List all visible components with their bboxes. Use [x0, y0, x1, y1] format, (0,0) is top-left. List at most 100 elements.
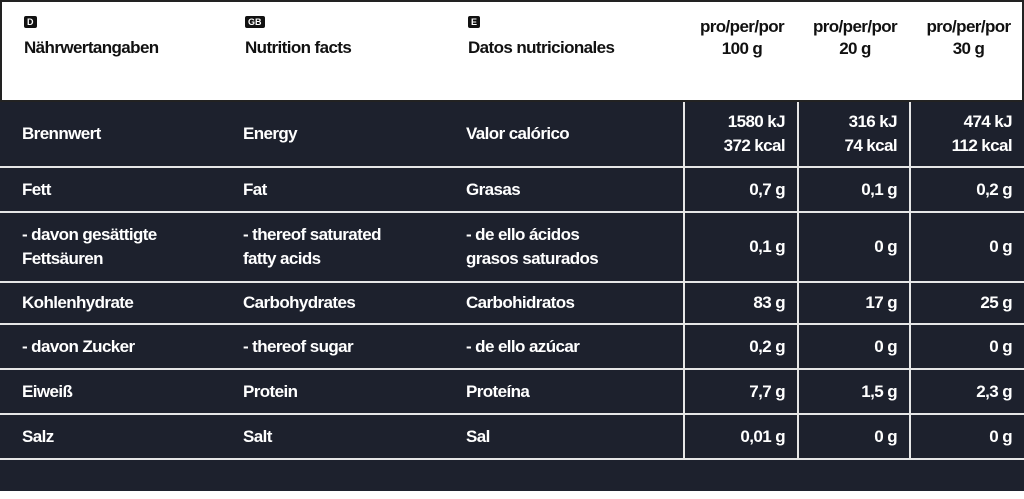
cell-text: - thereof saturated: [243, 225, 381, 244]
cell-text: 2,3 g: [976, 381, 1012, 401]
cell-text: Fettsäuren: [22, 249, 104, 268]
cell-text: Protein: [243, 381, 298, 401]
label-cell: Salt: [221, 415, 444, 458]
label-cell: - de ello azúcar: [444, 325, 683, 368]
value-cell: 0 g: [909, 325, 1024, 368]
value-cell: 0,01 g: [683, 415, 797, 458]
label-cell: Fett: [0, 168, 221, 211]
label-cell: - de ello ácidos grasos saturados: [444, 213, 683, 281]
cell-text: Eiweiß: [22, 381, 73, 401]
value-cell: 25 g: [909, 283, 1024, 323]
table-row: - davon Zucker - thereof sugar - de ello …: [0, 325, 1024, 370]
label-cell: Grasas: [444, 168, 683, 211]
cell-text: Fett: [22, 179, 51, 199]
header-cell: GB Nutrition facts: [223, 2, 446, 100]
cell-text: 0,01 g: [740, 426, 785, 446]
label-cell: Kohlenhydrate: [0, 283, 221, 323]
label-cell: Fat: [221, 168, 444, 211]
language-badge: E: [468, 16, 481, 28]
header-line: 20 g: [839, 39, 871, 58]
value-cell: 1580 kJ 372 kcal: [683, 102, 797, 166]
cell-text: - de ello azúcar: [466, 336, 580, 356]
header-row: D Nährwertangaben GB Nutrition facts E Datos …: [0, 0, 1024, 102]
table-row: Salz Salt Sal 0,01 g 0 g 0 g: [0, 415, 1024, 460]
value-cell: 0 g: [797, 213, 909, 281]
cell-text: Brennwert: [22, 124, 101, 143]
cell-text: 7,7 g: [749, 381, 785, 401]
value-cell: 1,5 g: [797, 370, 909, 413]
cell-text: fatty acids: [243, 249, 321, 268]
cell-text: 1,5 g: [861, 381, 897, 401]
value-cell: 0,1 g: [683, 213, 797, 281]
cell-text: Fat: [243, 179, 267, 199]
value-cell: 0 g: [909, 415, 1024, 458]
cell-text: 74 kcal: [844, 136, 897, 155]
value-cell: 316 kJ 74 kcal: [797, 102, 909, 166]
cell-text: - thereof sugar: [243, 336, 354, 356]
header-line: pro/per/por: [699, 17, 785, 36]
cell-text: 372 kcal: [723, 136, 786, 155]
label-cell: - davon gesättigte Fettsäuren: [0, 213, 221, 281]
header-line: 30 g: [952, 39, 985, 58]
header-cell: pro/per/por 100 g: [685, 2, 799, 100]
header-line: 100 g: [721, 39, 763, 58]
cell-text: Energy: [243, 124, 298, 143]
header-cell: D Nährwertangaben: [2, 2, 223, 100]
cell-text: 0 g: [874, 336, 897, 356]
value-cell: 0 g: [797, 325, 909, 368]
table-row: Kohlenhydrate Carbohydrates Carbohidratos 8…: [0, 283, 1024, 325]
cell-text: 0 g: [989, 237, 1012, 256]
value-cell: 7,7 g: [683, 370, 797, 413]
cell-text: Sal: [466, 426, 490, 446]
label-cell: Brennwert: [0, 102, 221, 166]
cell-text: Salt: [243, 426, 272, 446]
header-cell: pro/per/por 20 g: [799, 2, 911, 100]
label-cell: Salz: [0, 415, 221, 458]
table-row: Fett Fat Grasas 0,7 g 0,1 g 0,2 g: [0, 168, 1024, 213]
cell-text: Carbohidratos: [466, 293, 575, 312]
header-label: Nährwertangaben: [24, 38, 159, 57]
language-badge: D: [24, 16, 37, 28]
cell-text: 0,7 g: [749, 179, 785, 199]
language-badge: GB: [245, 16, 265, 28]
cell-text: - davon gesättigte: [22, 225, 157, 244]
label-cell: Valor calórico: [444, 102, 683, 166]
header-label: Nutrition facts: [245, 38, 352, 57]
cell-text: 0 g: [874, 237, 897, 256]
value-cell: 17 g: [797, 283, 909, 323]
cell-text: 0 g: [874, 426, 897, 446]
cell-text: 0,2 g: [749, 336, 785, 356]
cell-text: 83 g: [753, 293, 785, 312]
cell-text: 474 kJ: [963, 112, 1013, 131]
value-cell: 0 g: [797, 415, 909, 458]
value-cell: 0,2 g: [909, 168, 1024, 211]
label-cell: - thereof sugar: [221, 325, 444, 368]
table-row: - davon gesättigte Fettsäuren - thereof sa…: [0, 213, 1024, 283]
value-cell: 83 g: [683, 283, 797, 323]
label-cell: Protein: [221, 370, 444, 413]
cell-text: 0 g: [989, 426, 1012, 446]
label-cell: - davon Zucker: [0, 325, 221, 368]
cell-text: 316 kJ: [848, 112, 898, 131]
header-cell: E Datos nutricionales: [446, 2, 685, 100]
header-label: Datos nutricionales: [468, 38, 615, 57]
cell-text: 1580 kJ: [727, 112, 786, 131]
label-cell: - thereof saturated fatty acids: [221, 213, 444, 281]
value-cell: 0,7 g: [683, 168, 797, 211]
cell-text: Kohlenhydrate: [22, 293, 134, 312]
cell-text: Proteína: [466, 381, 530, 401]
cell-text: 0 g: [989, 336, 1012, 356]
label-cell: Proteína: [444, 370, 683, 413]
header-cell: pro/per/por 30 g: [911, 2, 1024, 100]
cell-text: 0,1 g: [749, 237, 785, 256]
cell-text: Valor calórico: [466, 124, 570, 143]
cell-text: - davon Zucker: [22, 336, 135, 356]
value-cell: 0 g: [909, 213, 1024, 281]
label-cell: Eiweiß: [0, 370, 221, 413]
table-row: Brennwert Energy Valor calórico 1580 kJ 372 …: [0, 102, 1024, 168]
cell-text: 0,2 g: [976, 179, 1012, 199]
label-cell: Carbohydrates: [221, 283, 444, 323]
cell-text: 0,1 g: [861, 179, 897, 199]
header-line: pro/per/por: [926, 17, 1011, 36]
